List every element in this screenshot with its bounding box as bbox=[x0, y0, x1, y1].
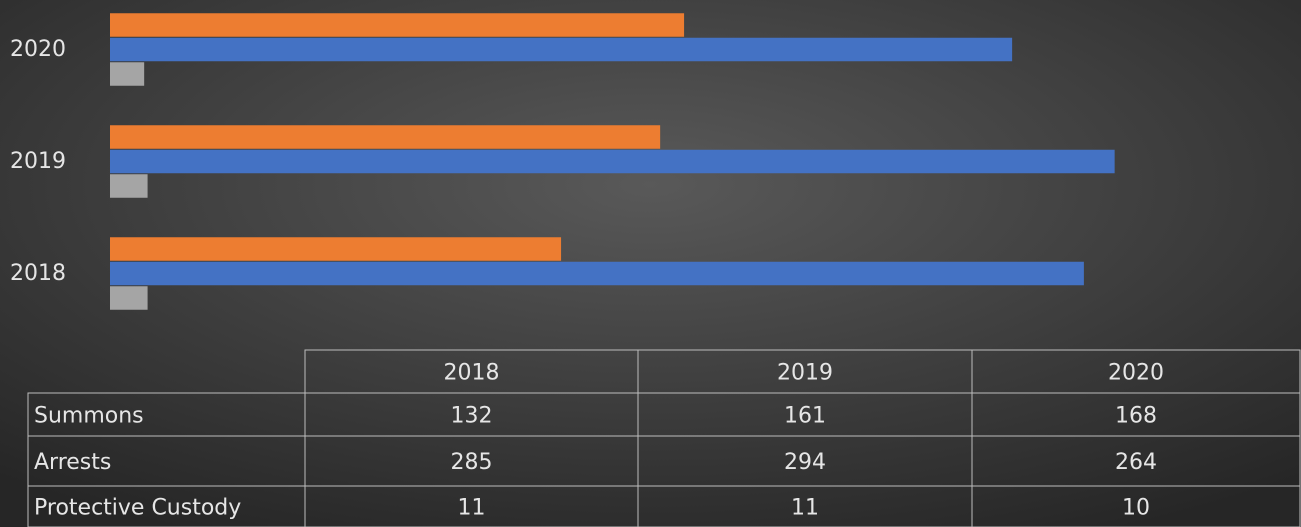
category-label: 2019 bbox=[10, 149, 66, 174]
table-cell bbox=[971, 485, 1301, 527]
table-value: 10 bbox=[1122, 496, 1150, 521]
legend-label: Summons bbox=[34, 404, 144, 429]
bar bbox=[110, 174, 148, 198]
table-value: 294 bbox=[784, 450, 826, 475]
category-label: 2018 bbox=[10, 261, 66, 286]
bar bbox=[110, 37, 1013, 62]
legend-label: Arrests bbox=[34, 450, 111, 475]
table-value: 11 bbox=[791, 496, 819, 521]
table-value: 11 bbox=[458, 496, 486, 521]
bar bbox=[110, 125, 661, 149]
table-header: 2020 bbox=[1108, 361, 1164, 386]
table-value: 264 bbox=[1115, 450, 1157, 475]
table-value: 132 bbox=[451, 404, 493, 429]
category-label: 2020 bbox=[10, 37, 66, 62]
table-value: 161 bbox=[784, 404, 826, 429]
table-header: 2018 bbox=[444, 361, 500, 386]
table-value: 285 bbox=[451, 450, 493, 475]
bar bbox=[110, 13, 685, 37]
bar bbox=[110, 149, 1115, 174]
bar bbox=[110, 286, 148, 310]
bar bbox=[110, 261, 1084, 286]
legend-label: Protective Custody bbox=[34, 496, 241, 521]
table-value: 168 bbox=[1115, 404, 1157, 429]
table-header: 2019 bbox=[777, 361, 833, 386]
bar bbox=[110, 237, 562, 261]
bar bbox=[110, 62, 145, 86]
